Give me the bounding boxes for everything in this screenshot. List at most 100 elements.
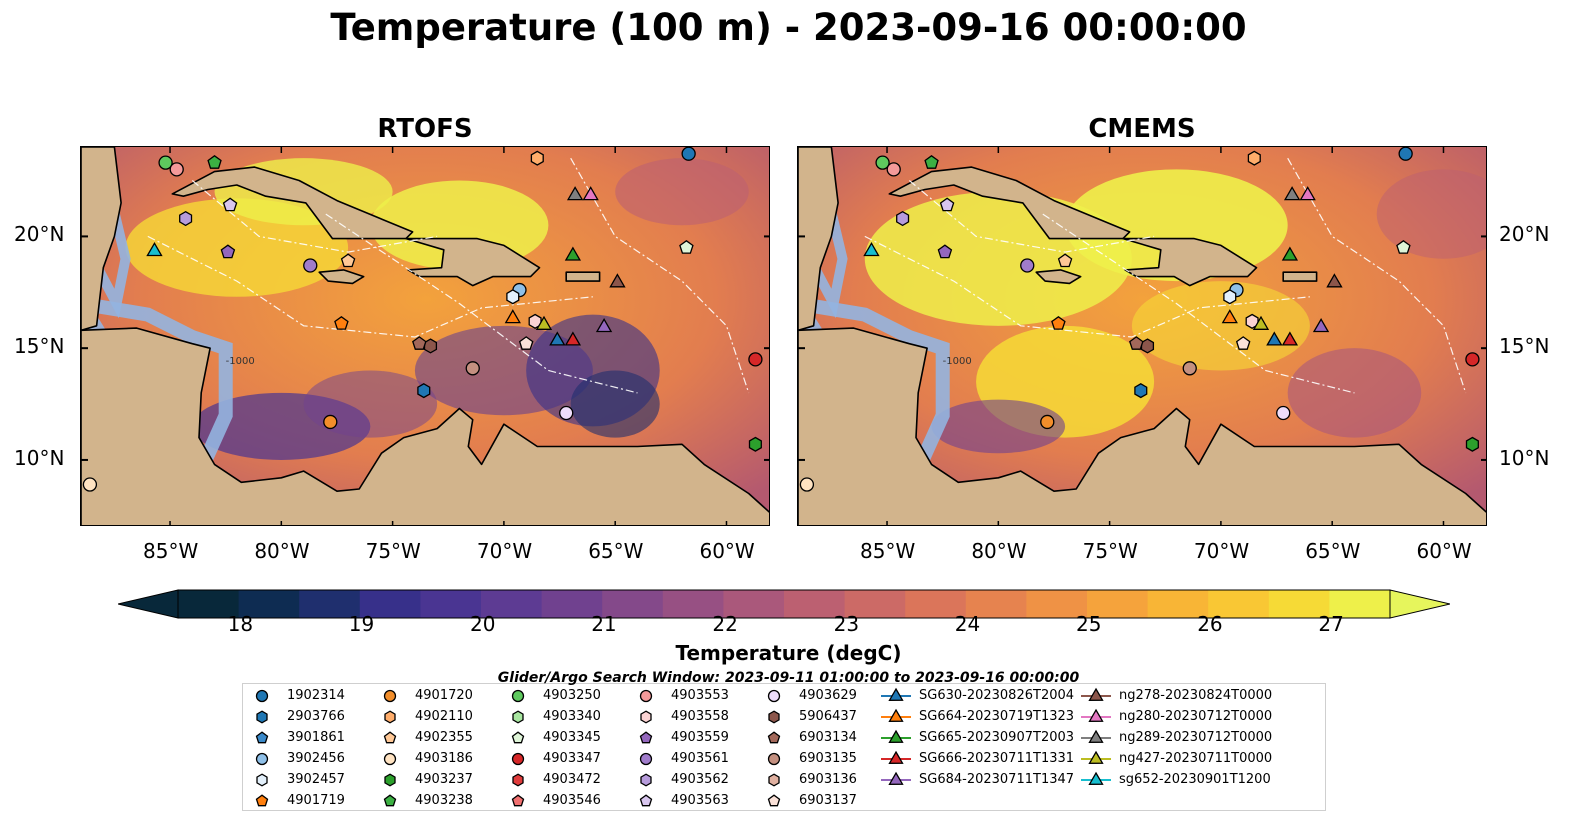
obs-1902314[interactable]	[681, 147, 696, 161]
obs-SG664-20230719T1323[interactable]	[1221, 309, 1238, 324]
obs-SG666-20230711T1331[interactable]	[1281, 331, 1299, 346]
obs-ng427-20230711T0000[interactable]	[535, 315, 553, 330]
obs-6903135[interactable]	[1182, 361, 1197, 376]
legend-marker[interactable]	[511, 731, 525, 744]
obs-4903345[interactable]	[679, 239, 694, 254]
legend-marker[interactable]	[383, 752, 397, 766]
obs-2903766[interactable]	[1134, 383, 1148, 399]
obs-4903238[interactable]	[924, 154, 939, 169]
legend-marker[interactable]	[383, 731, 397, 744]
legend-marker[interactable]	[639, 794, 653, 807]
legend-marker[interactable]	[768, 710, 780, 724]
obs-4903250[interactable]	[158, 155, 173, 170]
legend-marker[interactable]	[1088, 750, 1104, 764]
legend-marker[interactable]	[384, 710, 396, 724]
obs-4903562[interactable]	[179, 210, 193, 227]
obs-6903134[interactable]	[1129, 336, 1144, 350]
obs-4903186[interactable]	[82, 477, 98, 492]
obs-4903186[interactable]	[799, 477, 815, 492]
legend-marker[interactable]	[1088, 687, 1104, 701]
obs-4901719[interactable]	[334, 315, 349, 330]
obs-4903558[interactable]	[528, 313, 542, 329]
obs-1902314[interactable]	[1398, 147, 1413, 161]
obs-6903135[interactable]	[465, 361, 480, 376]
obs-ng280-20230712T0000[interactable]	[582, 186, 599, 201]
obs-ng427-20230711T0000[interactable]	[1252, 315, 1270, 330]
map-cmems[interactable]: -1000	[797, 146, 1487, 526]
obs-ng280-20230712T0000[interactable]	[1299, 186, 1316, 201]
legend-marker[interactable]	[888, 708, 904, 722]
obs-SG630-20230826T2004[interactable]	[549, 331, 566, 346]
obs-6903134[interactable]	[412, 336, 427, 350]
obs-4903558[interactable]	[1245, 313, 1259, 329]
obs-4902355[interactable]	[340, 253, 356, 268]
legend-marker[interactable]	[511, 752, 525, 766]
obs-3902457[interactable]	[506, 289, 520, 305]
obs-ng278-20230824T0000[interactable]	[609, 273, 626, 288]
obs-4903629[interactable]	[1276, 405, 1291, 421]
obs-ng289-20230712T0000[interactable]	[566, 186, 584, 201]
obs-4903563[interactable]	[939, 197, 955, 212]
legend-marker[interactable]	[767, 689, 781, 703]
obs-SG665-20230907T2003[interactable]	[1281, 246, 1299, 261]
map-rtofs[interactable]: -1000	[80, 146, 770, 526]
obs-4903553[interactable]	[169, 162, 184, 177]
legend-marker[interactable]	[511, 794, 525, 807]
obs-4903562[interactable]	[896, 210, 910, 227]
obs-4903238[interactable]	[207, 154, 222, 169]
obs-4902110[interactable]	[530, 150, 544, 166]
obs-3902457[interactable]	[1223, 289, 1237, 305]
obs-4901720[interactable]	[1040, 414, 1055, 430]
legend-marker[interactable]	[255, 689, 269, 703]
legend-marker[interactable]	[767, 752, 781, 766]
obs-SG684-20230711T1347[interactable]	[1312, 318, 1330, 333]
legend-marker[interactable]	[256, 710, 268, 724]
legend-marker[interactable]	[640, 773, 652, 787]
obs-sg652-20230901T1200[interactable]	[863, 242, 880, 257]
legend-marker[interactable]	[1088, 771, 1104, 785]
legend-marker[interactable]	[888, 687, 904, 701]
legend-marker[interactable]	[255, 731, 269, 744]
legend-marker[interactable]	[383, 689, 397, 703]
obs-2903766[interactable]	[417, 383, 431, 399]
legend-marker[interactable]	[255, 794, 269, 807]
obs-ng278-20230824T0000[interactable]	[1326, 273, 1343, 288]
obs-6903137[interactable]	[1235, 336, 1251, 350]
obs-4901719[interactable]	[1051, 315, 1066, 330]
legend-marker[interactable]	[255, 752, 269, 766]
legend-marker[interactable]	[888, 729, 904, 743]
legend-marker[interactable]	[256, 773, 268, 787]
legend-marker[interactable]	[639, 731, 653, 744]
obs-SG630-20230826T2004[interactable]	[1266, 331, 1283, 346]
obs-6903137[interactable]	[518, 336, 534, 350]
obs-4901720[interactable]	[323, 414, 338, 430]
legend-marker[interactable]	[512, 710, 524, 724]
legend-marker[interactable]	[767, 794, 781, 807]
legend-marker[interactable]	[640, 710, 652, 724]
legend-marker[interactable]	[639, 752, 653, 766]
obs-sg652-20230901T1200[interactable]	[146, 242, 163, 257]
legend-marker[interactable]	[767, 731, 781, 744]
obs-4903347[interactable]	[1465, 352, 1480, 367]
legend-marker[interactable]	[1088, 729, 1104, 743]
obs-4903237[interactable]	[748, 436, 762, 452]
obs-4903553[interactable]	[886, 162, 901, 177]
obs-4902110[interactable]	[1247, 150, 1261, 166]
obs-SG666-20230711T1331[interactable]	[564, 331, 582, 346]
obs-4903559[interactable]	[220, 244, 236, 259]
obs-4903347[interactable]	[748, 352, 763, 367]
legend-marker[interactable]	[768, 773, 780, 787]
obs-4902355[interactable]	[1057, 253, 1073, 268]
legend-marker[interactable]	[888, 771, 904, 785]
obs-4903629[interactable]	[559, 405, 574, 421]
legend-marker[interactable]	[512, 773, 524, 787]
legend-marker[interactable]	[384, 773, 396, 787]
obs-4903250[interactable]	[875, 155, 890, 170]
obs-4903237[interactable]	[1465, 436, 1479, 452]
legend-marker[interactable]	[511, 689, 525, 703]
obs-4903345[interactable]	[1396, 239, 1411, 254]
obs-ng289-20230712T0000[interactable]	[1283, 186, 1301, 201]
obs-4903561[interactable]	[303, 258, 318, 273]
obs-4903561[interactable]	[1020, 258, 1035, 273]
legend-marker[interactable]	[383, 794, 397, 807]
